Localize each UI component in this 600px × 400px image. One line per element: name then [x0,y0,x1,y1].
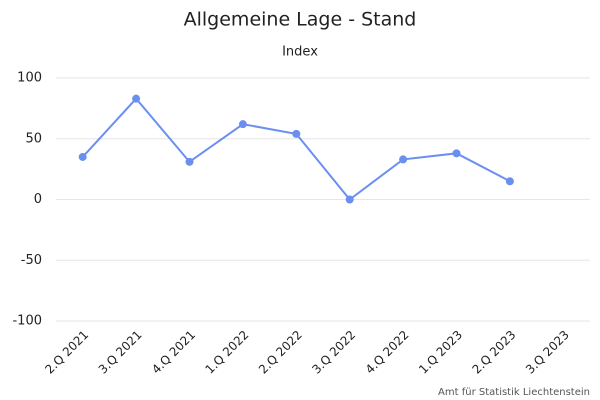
x-tick-label: 4.Q 2021 [149,328,198,377]
x-tick-label: 1.Q 2023 [416,328,465,377]
credit: Amt für Statistik Liechtenstein [438,387,590,398]
point [78,152,87,161]
point [345,195,354,204]
y-tick-label: 100 [17,71,42,86]
chart-subtitle: Index [282,45,318,60]
y-tick-label: -100 [12,314,42,329]
point [132,94,141,103]
x-tick-label: 3.Q 2023 [523,328,572,377]
point [505,177,514,186]
x-tick-label: 2.Q 2022 [256,328,305,377]
point [238,120,247,129]
x-tick-label: 4.Q 2022 [363,328,412,377]
point [292,129,301,138]
x-tick-label: 2.Q 2021 [42,328,91,377]
y-tick-label: 0 [34,192,42,207]
y-tick-label: -50 [21,253,42,268]
point [399,155,408,164]
point [452,149,461,158]
x-tick-label: 1.Q 2022 [203,328,252,377]
line [81,97,511,201]
chart-title: Allgemeine Lage - Stand [184,9,417,31]
x-tick-label: 3.Q 2021 [96,328,145,377]
point [185,157,194,166]
y-tick-label: 50 [25,131,42,146]
x-tick-label: 3.Q 2022 [309,328,358,377]
x-tick-label: 2.Q 2023 [470,328,519,377]
